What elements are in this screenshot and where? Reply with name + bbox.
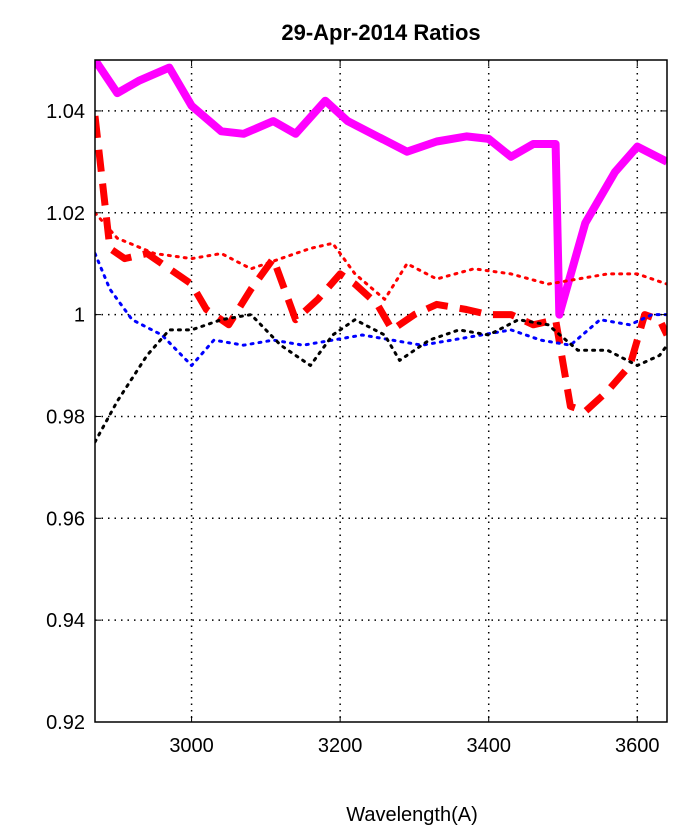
series-lines	[95, 60, 667, 444]
x-tick-label: 3000	[169, 735, 214, 757]
y-tick-label: 1	[74, 305, 85, 327]
y-tick-label: 0.92	[46, 712, 85, 734]
x-tick-label: 3400	[466, 735, 511, 757]
series-line-5	[95, 313, 667, 444]
y-tick-label: 0.94	[46, 610, 85, 632]
x-tick-label: 3600	[615, 735, 660, 757]
series-line-4	[95, 252, 667, 367]
series-line-3	[95, 211, 667, 301]
y-tick-label: 1.04	[46, 101, 85, 123]
y-tick-label: 0.98	[46, 406, 85, 428]
grid-lines	[95, 60, 667, 722]
x-axis-label: Wavelength(A)	[346, 804, 478, 826]
y-tick-label: 0.96	[46, 508, 85, 530]
series-line-2	[95, 115, 667, 415]
series-line-1	[95, 60, 667, 319]
chart-title: 29-Apr-2014 Ratios	[281, 20, 480, 45]
plot-area-frame	[94, 59, 668, 723]
y-tick-label: 1.02	[46, 203, 85, 225]
axis-ticks: 3000 3200 3400 3600 0.92 0.94 0.96 0.98 1 1.02 1.0…	[46, 60, 667, 757]
x-tick-label: 3200	[318, 735, 363, 757]
